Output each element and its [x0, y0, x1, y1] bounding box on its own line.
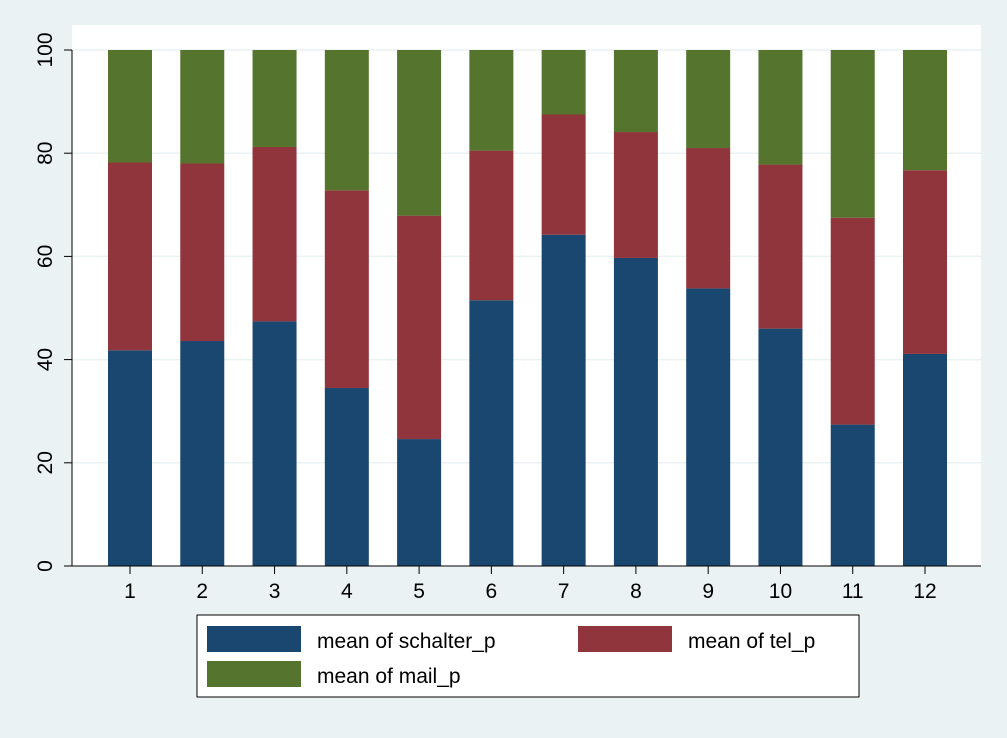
x-tick-label: 4 [341, 580, 353, 603]
bar-segment-tel [686, 148, 731, 289]
bar-segment-schalter [469, 300, 514, 566]
bar-segment-mail [252, 50, 297, 148]
bar-segment-mail [758, 50, 803, 165]
bar-segment-mail [324, 50, 369, 191]
legend-label-schalter: mean of schalter_p [317, 630, 496, 653]
x-tick-label: 1 [124, 580, 136, 603]
bar-segment-schalter [108, 350, 152, 566]
bar-segment-schalter [324, 387, 369, 566]
bar-segment-schalter [613, 257, 658, 566]
legend-entry-tel: mean of tel_p [578, 626, 815, 653]
bar-segment-tel [541, 114, 586, 235]
x-tick-label: 10 [769, 580, 792, 603]
bars [108, 50, 947, 566]
bar-segment-schalter [252, 321, 297, 566]
bar-segment-mail [397, 50, 442, 216]
legend-swatch-schalter [207, 626, 301, 652]
bar-segment-mail [180, 50, 225, 164]
bar-segment-tel [108, 162, 152, 351]
x-tick-label: 11 [842, 580, 864, 603]
bar-segment-mail [613, 50, 658, 133]
legend-entry-mail: mean of mail_p [207, 661, 461, 688]
bar-segment-schalter [180, 341, 225, 566]
x-tick-label: 12 [913, 580, 936, 603]
axes [71, 50, 981, 567]
bar-segment-mail [541, 50, 586, 115]
x-tick-label: 7 [558, 580, 570, 603]
legend-swatch-tel [578, 626, 672, 652]
bar-segment-mail [830, 50, 875, 218]
bar-segment-mail [108, 50, 152, 163]
x-tick-label: 9 [702, 580, 714, 603]
bar-segment-tel [180, 163, 225, 342]
bar-segment-schalter [830, 424, 875, 566]
x-tick-label: 6 [486, 580, 498, 603]
y-tick-label: 100 [34, 32, 57, 67]
legend: mean of schalter_p mean of tel_p mean of… [196, 614, 860, 698]
bar-segment-tel [469, 150, 514, 301]
bar-segment-mail [686, 50, 731, 149]
bar-segment-mail [469, 50, 514, 151]
x-tick-label: 2 [196, 580, 208, 603]
legend-label-tel: mean of tel_p [688, 630, 815, 653]
bar-segment-schalter [541, 234, 586, 566]
y-tick-label: 80 [34, 142, 57, 165]
bar-segment-tel [758, 164, 803, 329]
bar-segment-tel [903, 170, 947, 354]
bar-segment-tel [830, 217, 875, 425]
y-tick-label: 60 [34, 245, 57, 268]
bar-segment-tel [613, 132, 658, 258]
y-ticks: 0 20 40 60 80 100 [34, 32, 72, 572]
legend-entry-schalter: mean of schalter_p [207, 626, 496, 653]
legend-swatch-mail [207, 661, 301, 687]
bar-segment-tel [397, 215, 442, 440]
y-tick-label: 20 [34, 451, 57, 474]
y-tick-label: 40 [34, 348, 57, 371]
x-tick-label: 8 [630, 580, 642, 603]
bar-segment-schalter [758, 328, 803, 566]
x-tick-label: 3 [269, 580, 281, 603]
bar-segment-schalter [397, 439, 442, 566]
legend-box [196, 614, 860, 698]
bar-segment-mail [903, 50, 947, 171]
x-tick-label: 5 [413, 580, 425, 603]
legend-label-mail: mean of mail_p [317, 665, 461, 688]
bar-segment-tel [324, 190, 369, 388]
bar-segment-schalter [686, 288, 731, 566]
x-ticks: 1 2 3 4 5 6 7 8 9 10 11 12 [124, 566, 937, 603]
bar-segment-tel [252, 147, 297, 322]
y-tick-label: 0 [34, 560, 57, 572]
bar-segment-schalter [903, 353, 947, 566]
